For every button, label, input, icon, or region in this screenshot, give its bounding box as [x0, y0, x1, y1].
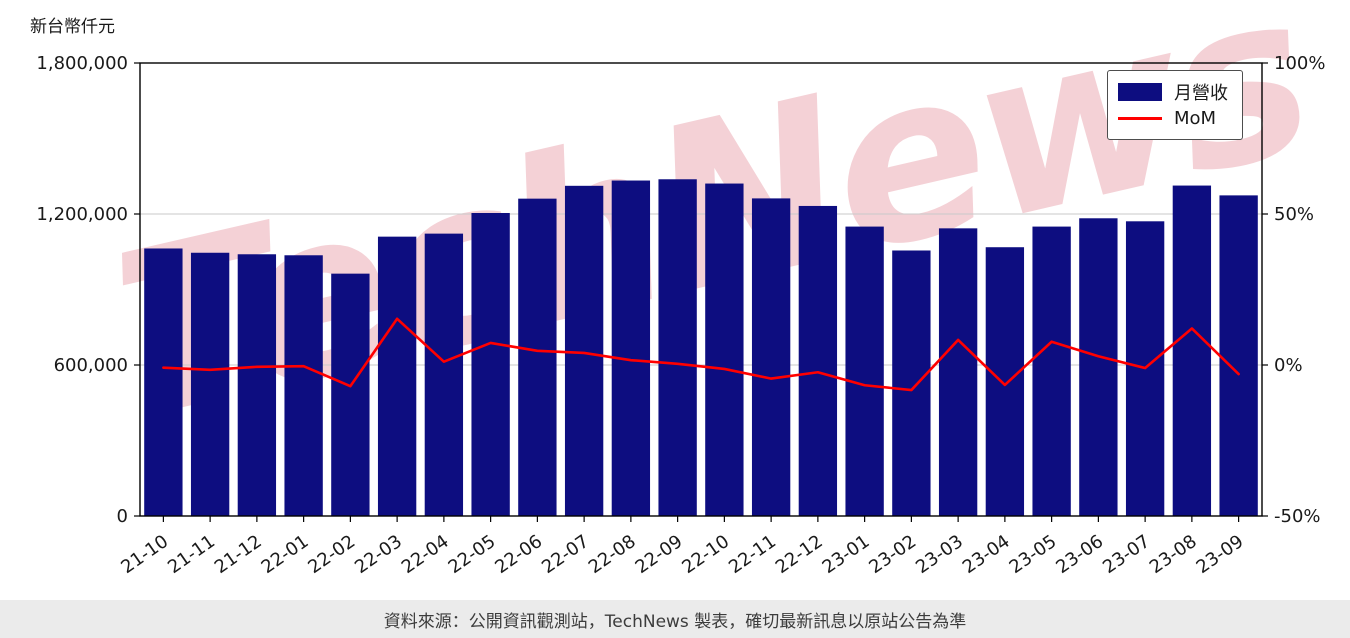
revenue-bar-22-11	[751, 198, 791, 516]
x-tick-label-23-03: 23-03	[912, 531, 967, 578]
x-tick-label-22-12: 22-12	[772, 531, 827, 578]
x-tick-label-23-06: 23-06	[1052, 531, 1107, 578]
x-tick-label-22-02: 22-02	[304, 531, 359, 578]
x-tick-label-22-06: 22-06	[491, 531, 546, 578]
revenue-bar-21-10	[144, 248, 183, 516]
legend-label-revenue: 月營收	[1174, 83, 1228, 104]
revenue-mom-chart: 0 600,000 1,200,000 1,800,000 -50% 0% 50% 100% 2…	[36, 53, 1325, 578]
x-tick-label-23-05: 23-05	[1006, 531, 1061, 578]
revenue-bar-22-05	[471, 212, 510, 516]
x-tick-label-21-11: 21-11	[164, 531, 219, 578]
revenue-bar-23-05	[1032, 226, 1071, 517]
revenue-bar-23-08	[1172, 185, 1212, 517]
x-tick-label-23-04: 23-04	[959, 531, 1014, 578]
plot-border	[139, 62, 1263, 517]
revenue-bar-23-01	[845, 226, 884, 517]
x-tick-label-22-11: 22-11	[725, 531, 780, 578]
revenue-bar-21-11	[190, 252, 230, 517]
revenue-bar-22-02	[331, 273, 370, 516]
revenue-bar-21-12	[237, 254, 277, 516]
right-tick-label: -50%	[1274, 506, 1321, 527]
left-tick-label: 1,800,000	[36, 53, 128, 74]
left-tick-label: 1,200,000	[36, 204, 128, 225]
revenue-bar-22-12	[798, 205, 838, 517]
legend: 月營收 MoM	[1107, 70, 1243, 140]
y-axis-unit-label: 新台幣仟元	[30, 17, 115, 37]
revenue-bar-22-10	[705, 183, 744, 516]
left-tick-label: 600,000	[54, 355, 128, 376]
x-tick-label-22-09: 22-09	[632, 531, 687, 578]
x-tick-label-22-03: 22-03	[351, 531, 406, 578]
revenue-bar-22-09	[658, 179, 697, 516]
x-tick-label-22-07: 22-07	[538, 531, 593, 578]
x-tick-label-22-08: 22-08	[585, 531, 640, 578]
revenue-bar-22-04	[424, 233, 464, 516]
revenue-bar-swatch	[1118, 83, 1162, 101]
footer-bar: 資料來源：公開資訊觀測站，TechNews 製表，確切最新訊息以原站公告為準	[0, 600, 1350, 638]
right-tick-label: 100%	[1274, 53, 1325, 74]
legend-label-mom: MoM	[1174, 107, 1217, 129]
revenue-bar-23-06	[1079, 218, 1118, 517]
x-tick-label-22-10: 22-10	[678, 531, 733, 578]
x-tick-label-23-07: 23-07	[1099, 531, 1154, 578]
revenue-bar-22-08	[611, 180, 651, 517]
revenue-bar-22-03	[377, 236, 417, 516]
x-tick-label-21-12: 21-12	[211, 531, 266, 578]
right-tick-label: 50%	[1274, 204, 1314, 225]
revenue-bar-23-09	[1219, 195, 1258, 517]
x-tick-label-23-01: 23-01	[819, 531, 874, 578]
revenue-bar-22-07	[564, 185, 604, 516]
x-tick-label-23-08: 23-08	[1146, 531, 1201, 578]
revenue-bar-23-02	[892, 250, 931, 516]
mom-line	[162, 317, 1240, 392]
legend-item-mom: MoM	[1118, 105, 1232, 131]
left-tick-label: 0	[117, 506, 128, 527]
x-tick-label-22-04: 22-04	[398, 531, 453, 578]
revenue-bar-22-06	[518, 198, 557, 517]
x-tick-label-21-10: 21-10	[117, 531, 172, 578]
x-tick-label-23-02: 23-02	[865, 531, 920, 578]
revenue-bar-23-04	[985, 247, 1025, 516]
x-tick-label-23-09: 23-09	[1193, 531, 1248, 578]
footer-note: 資料來源：公開資訊觀測站，TechNews 製表，確切最新訊息以原站公告為準	[383, 611, 967, 632]
revenue-bar-23-03	[938, 228, 978, 516]
right-tick-label: 0%	[1274, 355, 1303, 376]
x-tick-label-22-05: 22-05	[445, 531, 500, 578]
x-tick-label-22-01: 22-01	[258, 531, 313, 578]
mom-line-swatch	[1118, 116, 1162, 120]
revenue-bar-22-01	[284, 255, 323, 517]
legend-item-revenue: 月營收	[1118, 79, 1232, 105]
